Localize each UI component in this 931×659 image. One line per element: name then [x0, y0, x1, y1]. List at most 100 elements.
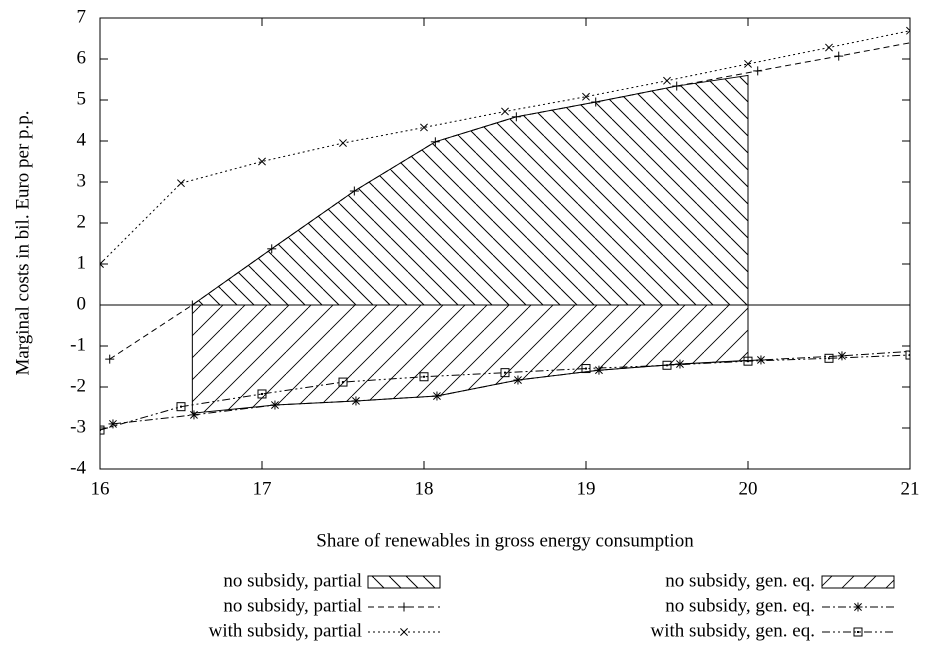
marker: [500, 368, 510, 378]
marker-dot: [857, 631, 859, 633]
marker-box: [100, 425, 105, 435]
marker: [187, 300, 197, 310]
marker: [582, 92, 590, 101]
marker: [906, 26, 910, 35]
marker-stroke: [838, 351, 846, 360]
marker-stroke: [271, 401, 279, 409]
marker: [834, 51, 844, 61]
marker-dot: [423, 375, 425, 378]
marker-stroke: [676, 360, 684, 368]
marker: [258, 157, 266, 166]
legend-swatch: [821, 575, 895, 589]
marker: [177, 179, 185, 188]
marker-box: [743, 356, 753, 366]
marker-stroke: [663, 76, 671, 85]
marker: [594, 365, 604, 375]
marker-dot: [828, 357, 830, 360]
series-line: [109, 42, 910, 360]
marker-dot: [504, 371, 506, 374]
marker: [270, 400, 280, 410]
marker-stroke: [854, 603, 862, 611]
marker-box: [662, 360, 672, 370]
marker: [662, 360, 672, 370]
marker-stroke: [100, 263, 104, 268]
marker-dot: [261, 392, 263, 395]
marker: [824, 353, 834, 363]
marker: [267, 244, 277, 254]
marker-box: [853, 627, 863, 637]
area: [190, 74, 749, 306]
marker: [400, 628, 408, 636]
marker-stroke: [420, 123, 428, 132]
marker: [420, 123, 428, 132]
y-tick-label: 4: [77, 129, 87, 150]
marker: [338, 377, 348, 387]
marker: [189, 410, 199, 420]
area: [191, 304, 749, 414]
legend-label: no subsidy, gen. eq.: [665, 570, 815, 591]
marker: [100, 260, 104, 268]
marker-stroke: [906, 30, 910, 35]
marker: [663, 76, 671, 85]
marker: [853, 627, 863, 637]
x-tick-label: 20: [739, 478, 758, 499]
marker-stroke: [919, 347, 926, 354]
x-tick-label: 21: [901, 478, 920, 499]
y-tick-label: 6: [77, 47, 87, 68]
legend-swatch: [367, 575, 441, 589]
legend-label: no subsidy, partial: [223, 570, 362, 591]
marker-box: [905, 350, 910, 360]
marker-stroke: [582, 92, 590, 101]
marker-box: [419, 372, 429, 382]
marker: [430, 137, 440, 147]
plot-frame: [99, 17, 911, 470]
x-tick-label: 17: [253, 478, 272, 499]
marker: [837, 351, 847, 361]
marker-stroke: [339, 139, 347, 148]
marker-stroke: [514, 376, 522, 384]
marker-dot: [342, 381, 344, 384]
marker-dot: [585, 367, 587, 370]
marker-stroke: [258, 157, 266, 166]
x-axis-label: Share of renewables in gross energy cons…: [316, 530, 694, 551]
marker-stroke: [100, 260, 104, 265]
y-tick-label: 5: [77, 88, 87, 109]
marker-stroke: [109, 419, 117, 428]
x-tick-label: 16: [91, 478, 110, 499]
x-tick-label: 19: [577, 478, 596, 499]
y-tick-label: -4: [70, 457, 86, 478]
marker-stroke: [906, 26, 910, 32]
plot-area: [100, 26, 927, 435]
marker: [825, 43, 833, 52]
marker: [399, 602, 409, 612]
marker-stroke: [825, 43, 833, 52]
legend-label: with subsidy, gen. eq.: [651, 620, 815, 641]
marker: [176, 402, 186, 412]
marker: [432, 391, 442, 401]
marker-stroke: [400, 628, 408, 636]
marker-box: [824, 353, 834, 363]
marker: [105, 354, 115, 364]
x-tick-label: 18: [415, 478, 434, 499]
legend-label: no subsidy, partial: [223, 595, 362, 616]
marker-box: [176, 402, 186, 412]
marker-stroke: [501, 107, 509, 116]
marker-stroke: [744, 59, 752, 68]
y-tick-label: 2: [77, 211, 87, 232]
y-tick-label: -3: [70, 416, 86, 437]
y-tick-label: 1: [77, 252, 87, 273]
marker-box: [257, 389, 267, 399]
marker: [419, 372, 429, 382]
marker-box: [581, 364, 591, 374]
y-tick-label: -1: [70, 334, 86, 355]
marker: [743, 356, 753, 366]
marker: [501, 107, 509, 116]
y-tick-label: 3: [77, 170, 87, 191]
marker-stroke: [919, 347, 926, 354]
legend-label: no subsidy, gen. eq.: [665, 595, 815, 616]
marker: [918, 346, 927, 355]
marker: [591, 97, 601, 107]
y-tick-label: 0: [77, 293, 87, 314]
marker: [513, 375, 523, 385]
